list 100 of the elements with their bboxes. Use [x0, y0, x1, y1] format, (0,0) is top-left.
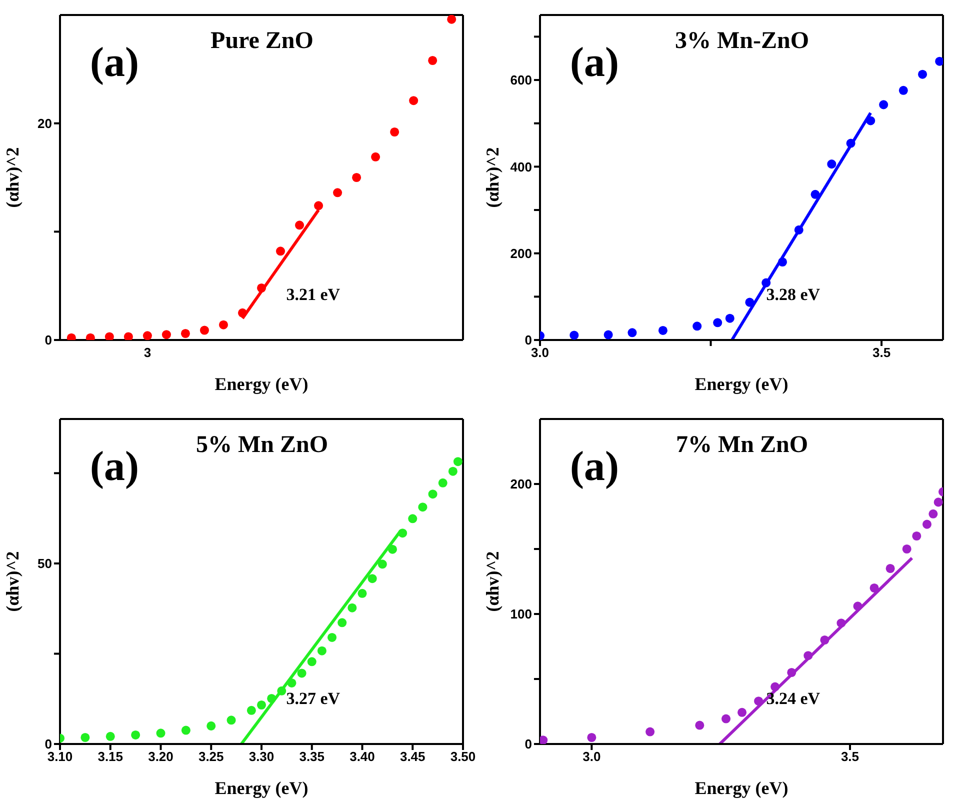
point	[628, 328, 637, 338]
point	[646, 727, 655, 736]
point	[438, 478, 448, 488]
point	[770, 682, 780, 692]
point	[162, 330, 171, 340]
x-axis-title: Energy (eV)	[214, 778, 308, 798]
point	[352, 172, 362, 182]
x-tick-label: 3.20	[148, 749, 174, 764]
x-tick-label: 3.5	[872, 345, 891, 360]
y-tick-label: 0	[524, 736, 532, 752]
point	[276, 246, 286, 256]
x-tick-label: 3.40	[350, 749, 375, 764]
point	[879, 100, 888, 110]
point	[409, 96, 418, 106]
point	[226, 716, 236, 725]
x-tick-label: 3.25	[198, 749, 224, 764]
point	[206, 721, 216, 730]
x-axis-title: Energy (eV)	[694, 374, 788, 394]
point	[810, 190, 820, 199]
text: Pure ZnO	[210, 28, 314, 54]
y-tick-label: 200	[510, 476, 532, 492]
annotation: (a)	[570, 444, 619, 490]
text: 7% Mn ZnO	[676, 432, 808, 458]
x-axis-title: Energy (eV)	[214, 374, 308, 394]
x-tick-label: 3.15	[98, 749, 124, 764]
point	[827, 160, 836, 169]
point	[721, 714, 731, 724]
point	[540, 736, 548, 744]
y-tick-label: 20	[38, 116, 52, 131]
y-tick-label: 100	[510, 606, 532, 622]
annotation: (a)	[90, 40, 139, 86]
point	[218, 320, 228, 330]
text: 3% Mn-ZnO	[674, 28, 809, 54]
point	[853, 602, 862, 611]
annotation: 3.21 eV	[286, 284, 340, 305]
y-axis-title: (αhv)^2	[2, 551, 22, 612]
y-tick-label: 0	[44, 736, 52, 752]
annotation: (a)	[570, 40, 619, 86]
point	[307, 657, 316, 666]
annotation: (a)	[90, 444, 139, 490]
point	[104, 332, 114, 340]
x-tick-label: 3.0	[582, 749, 601, 764]
point	[106, 732, 115, 741]
point	[898, 86, 908, 95]
point	[918, 70, 928, 79]
point	[390, 127, 400, 137]
point	[866, 116, 876, 126]
point	[314, 201, 324, 210]
point	[277, 686, 286, 696]
point	[317, 646, 326, 656]
point	[787, 668, 796, 678]
point	[368, 574, 377, 584]
point	[328, 632, 337, 642]
point	[836, 618, 846, 628]
y-axis-title: (αhv)^2	[2, 147, 22, 208]
y-tick-label: 400	[510, 159, 532, 174]
point	[846, 138, 856, 148]
point	[935, 56, 943, 66]
y-tick-label: 0	[44, 332, 52, 348]
point	[725, 314, 734, 323]
point	[181, 726, 190, 735]
point	[256, 283, 266, 293]
point	[587, 732, 596, 742]
point	[333, 188, 342, 198]
point	[238, 308, 248, 318]
annotation: 3.28 eV	[766, 284, 820, 305]
x-tick-label: 3.30	[248, 749, 274, 764]
point	[287, 678, 296, 688]
point	[922, 520, 932, 529]
y-tick-label: 0	[524, 332, 532, 348]
point	[570, 330, 579, 340]
y-tick-label: 50	[38, 556, 52, 572]
point	[180, 328, 190, 338]
x-tick-label: 3.5	[840, 749, 860, 764]
point	[745, 298, 754, 307]
point	[754, 696, 764, 706]
text: 5% Mn ZnO	[196, 432, 328, 458]
point	[778, 257, 787, 267]
point	[928, 509, 938, 518]
point	[338, 618, 347, 628]
y-axis-title: (αhv)^2	[482, 147, 502, 208]
point	[348, 603, 357, 612]
point	[428, 56, 438, 66]
point	[934, 498, 943, 507]
point	[886, 564, 895, 574]
point	[80, 732, 90, 742]
point	[762, 278, 771, 288]
point	[448, 466, 458, 476]
point	[246, 706, 256, 715]
point	[912, 531, 922, 541]
point	[124, 332, 133, 340]
point	[418, 502, 428, 512]
point	[794, 225, 804, 234]
x-axis-title: Energy (eV)	[694, 778, 788, 798]
point	[267, 694, 276, 704]
point	[256, 700, 266, 710]
point	[804, 651, 813, 660]
annotation: 3.24 eV	[766, 688, 820, 709]
point	[658, 326, 668, 335]
point	[131, 730, 140, 740]
